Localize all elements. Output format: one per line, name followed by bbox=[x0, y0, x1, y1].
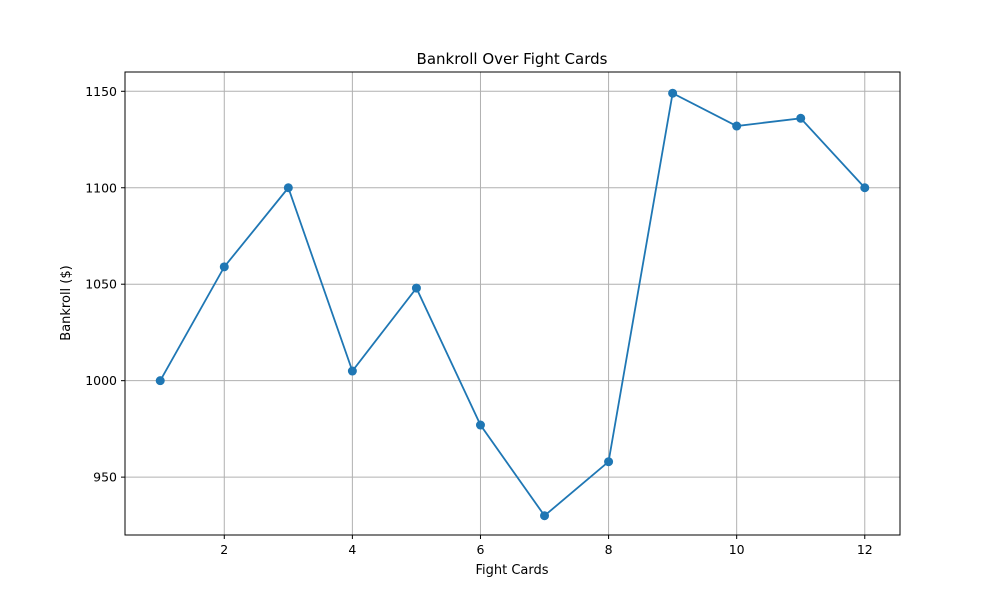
series-markers bbox=[155, 88, 870, 521]
data-point bbox=[219, 262, 229, 272]
data-point bbox=[475, 420, 485, 430]
data-point bbox=[860, 183, 870, 193]
x-tick-label: 2 bbox=[220, 542, 228, 557]
chart-title: Bankroll Over Fight Cards bbox=[417, 50, 608, 68]
series-line bbox=[159, 91, 866, 518]
y-tick-label: 950 bbox=[93, 470, 117, 485]
x-tick-label: 4 bbox=[348, 542, 356, 557]
data-point bbox=[347, 366, 357, 376]
data-point bbox=[540, 511, 550, 521]
x-tick-label: 10 bbox=[729, 542, 745, 557]
y-tick-label: 1050 bbox=[85, 277, 117, 292]
data-point bbox=[796, 113, 806, 123]
data-point bbox=[604, 457, 614, 467]
grid bbox=[125, 72, 900, 535]
data-point bbox=[155, 376, 165, 386]
x-tick-label: 12 bbox=[857, 542, 873, 557]
data-point bbox=[411, 283, 421, 293]
data-point bbox=[283, 183, 293, 193]
x-tick-label: 8 bbox=[605, 542, 613, 557]
axis-ticks: 2 4 6 8 10 12 950 1000 1050 1100 1150 bbox=[85, 84, 873, 557]
y-axis-label: Bankroll ($) bbox=[59, 265, 74, 340]
plot-frame bbox=[124, 71, 901, 536]
y-tick-label: 1150 bbox=[85, 84, 117, 99]
y-tick-label: 1100 bbox=[85, 180, 117, 195]
x-axis-label: Fight Cards bbox=[475, 563, 548, 578]
y-tick-label: 1000 bbox=[85, 373, 117, 388]
x-tick-label: 6 bbox=[476, 542, 484, 557]
data-point bbox=[668, 88, 678, 98]
data-point bbox=[732, 121, 742, 131]
